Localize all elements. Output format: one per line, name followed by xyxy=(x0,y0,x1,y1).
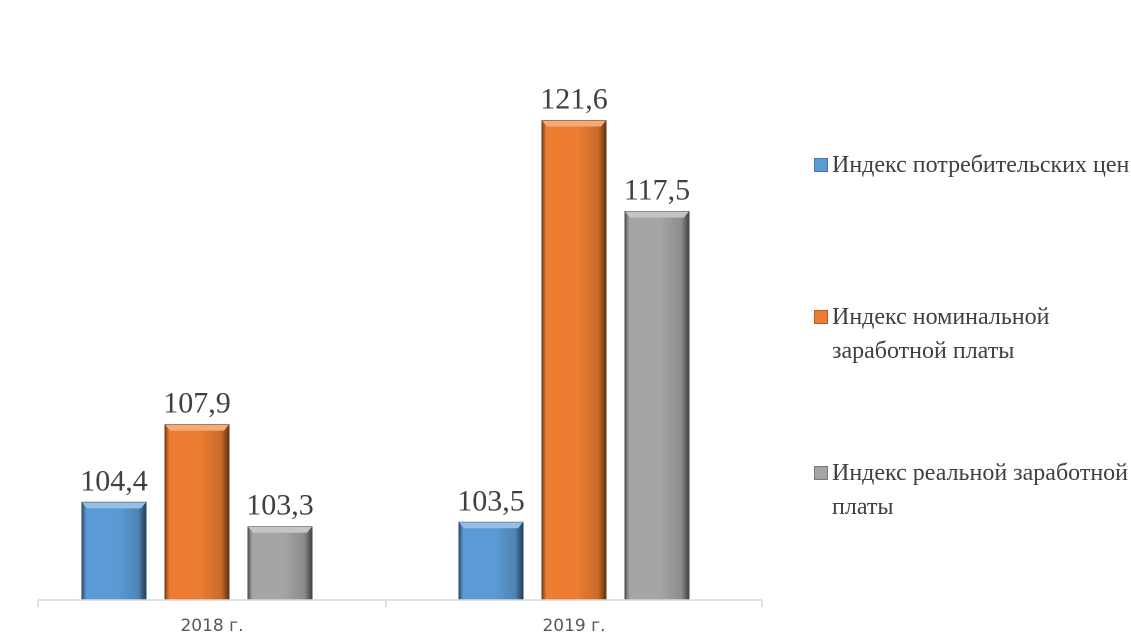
bar-bevel-2-1 xyxy=(165,424,229,431)
legend-swatch-orange xyxy=(814,310,828,324)
legend-swatch-gray xyxy=(814,466,828,480)
bar-bevel-3-2 xyxy=(625,211,689,218)
bars-group: 104,4 107,9 103,3 103,5 121,6 117,5 xyxy=(80,82,690,601)
bar-1-2 xyxy=(458,521,524,601)
legend-label-cpi: Индекс потребительских цен xyxy=(832,152,1130,178)
x-tick-labels: 2018 г. 2019 г. xyxy=(180,616,605,636)
bar-3-2 xyxy=(624,211,690,601)
data-label-2-1: 107,9 xyxy=(163,387,231,420)
bar-bevel-1-2 xyxy=(459,522,523,529)
legend-label-real-wage: Индекс реальной заработной платы xyxy=(832,460,1129,520)
data-label-3-1: 103,3 xyxy=(246,489,314,522)
bar-2-2 xyxy=(541,119,607,601)
x-tick-label-2: 2019 г. xyxy=(542,616,605,636)
data-label-1-2: 103,5 xyxy=(457,484,525,517)
bar-2-1 xyxy=(164,424,230,601)
legend-label-nominal-wage: Индекс номинальной заработной платы xyxy=(832,304,1050,364)
bar-bevel-1-1 xyxy=(82,502,146,509)
legend-item-cpi: Индекс потребительских цен xyxy=(814,148,1131,182)
bar-bevel-2-2 xyxy=(542,120,606,127)
bar-1-1 xyxy=(81,501,147,601)
data-label-1-1: 104,4 xyxy=(80,464,148,497)
data-label-2-2: 121,6 xyxy=(540,82,608,115)
bar-3-1 xyxy=(247,526,313,601)
data-label-3-2: 117,5 xyxy=(624,174,690,207)
legend-item-real-wage: Индекс реальной заработной платы xyxy=(814,456,1131,524)
legend-item-nominal-wage: Индекс номинальной заработной платы xyxy=(814,300,1131,368)
bar-bevel-3-1 xyxy=(248,526,312,533)
x-tick-label-1: 2018 г. xyxy=(180,616,243,636)
legend-swatch-blue xyxy=(814,158,828,172)
